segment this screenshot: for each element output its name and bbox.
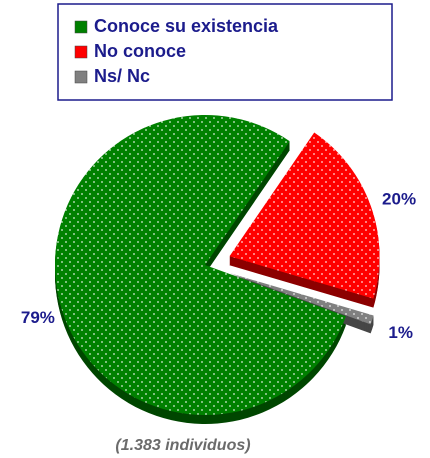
slice-texture [55, 115, 346, 416]
data-label: 20% [382, 189, 416, 208]
data-label: 1% [388, 323, 413, 342]
legend-box [57, 3, 393, 101]
legend-label: No conoce [94, 41, 186, 61]
legend-label: Conoce su existencia [94, 16, 279, 36]
pie: 79% 20% 1% [21, 115, 416, 424]
legend-label: Ns/ Nc [94, 66, 150, 86]
legend-swatch [74, 20, 88, 34]
legend: Conoce su existencia No conoce Ns/ Nc [74, 16, 279, 86]
legend-swatch [74, 45, 88, 59]
slice-texture [229, 273, 374, 325]
slice-side [229, 274, 374, 326]
data-label: 79% [21, 308, 55, 327]
slice-texture [229, 132, 380, 299]
caption: (1.383 individuos) [115, 437, 250, 454]
legend-swatch [74, 70, 88, 84]
